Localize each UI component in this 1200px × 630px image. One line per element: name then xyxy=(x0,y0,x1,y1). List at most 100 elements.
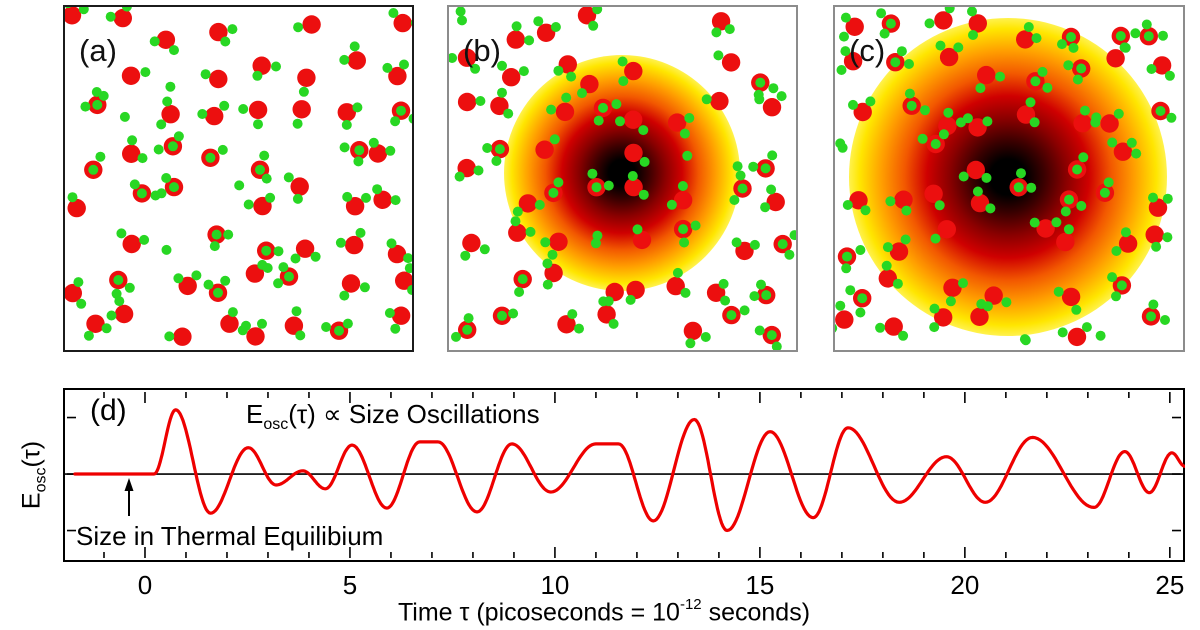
oxygen-atom xyxy=(1073,114,1092,133)
hydrogen-atom xyxy=(211,229,222,240)
hydrogen-atom xyxy=(213,287,223,298)
hydrogen-atom xyxy=(449,53,458,63)
oxygen-atom xyxy=(1016,105,1036,124)
hydrogen-atom xyxy=(840,46,851,57)
oxygen-atom xyxy=(113,8,132,28)
hydrogen-atom xyxy=(220,36,231,47)
oxygen-atom xyxy=(878,269,897,288)
hydrogen-atom xyxy=(169,182,179,193)
oxygen-atom xyxy=(939,47,959,67)
oxygen-atom xyxy=(246,327,265,346)
hydrogen-atom xyxy=(253,119,263,130)
hydrogen-atom xyxy=(385,145,396,156)
hydrogen-atom xyxy=(252,70,263,81)
oxygen-atom xyxy=(535,140,554,159)
hydrogen-atom xyxy=(590,238,601,249)
hydrogen-atom xyxy=(574,323,584,334)
hydrogen-atom xyxy=(896,46,907,57)
panel-label-d: (d) xyxy=(90,394,127,427)
hydrogen-atom xyxy=(243,199,254,210)
hydrogen-atom xyxy=(1020,335,1031,346)
hydrogen-atom xyxy=(840,12,851,23)
hydrogen-atom xyxy=(161,244,172,255)
hydrogen-atom xyxy=(1029,217,1040,228)
oxygen-atom xyxy=(341,274,361,293)
hydrogen-atom xyxy=(271,61,281,72)
hydrogen-atom xyxy=(457,15,467,26)
hydrogen-atom xyxy=(639,156,650,167)
oxygen-atom xyxy=(1118,234,1138,253)
oxygen-atom xyxy=(632,230,652,250)
oxygen-atom xyxy=(889,242,909,261)
hydrogen-atom xyxy=(1042,82,1053,93)
hydrogen-atom xyxy=(842,251,852,262)
hydrogen-atom xyxy=(349,41,360,52)
oxygen-atom xyxy=(683,321,703,341)
molecular-snapshot-panel-c: (c) xyxy=(833,5,1185,352)
hydrogen-atom xyxy=(1120,42,1131,53)
oxygen-atom xyxy=(518,194,538,213)
hydrogen-atom xyxy=(944,7,955,14)
hydrogen-atom xyxy=(139,234,150,245)
oxygen-atom xyxy=(977,65,996,85)
hydrogen-atom xyxy=(592,7,603,15)
hydrogen-atom xyxy=(390,195,401,206)
hydrogen-atom xyxy=(106,310,117,321)
hydrogen-atom xyxy=(900,234,911,245)
oxygen-atom xyxy=(284,316,304,335)
hydrogen-atom xyxy=(1076,63,1087,74)
oxygen-atom xyxy=(853,102,872,122)
hydrogen-atom xyxy=(1120,227,1131,238)
oxygen-atom xyxy=(290,177,309,196)
hydrogen-atom xyxy=(497,310,507,321)
oxygen-atom xyxy=(292,100,311,119)
hydrogen-atom xyxy=(223,229,234,240)
hydrogen-atom xyxy=(865,96,876,107)
hydrogen-atom xyxy=(1080,105,1090,116)
hydrogen-atom xyxy=(898,330,909,341)
oxygen-atom xyxy=(711,12,731,31)
hydrogen-atom xyxy=(1053,286,1064,297)
hydrogen-atom xyxy=(943,107,954,118)
oxygen-atom xyxy=(557,315,576,334)
hydrogen-atom xyxy=(359,282,370,293)
oxygen-atom xyxy=(884,317,903,336)
hydrogen-atom xyxy=(1091,112,1102,123)
oxygen-atom xyxy=(209,69,228,89)
hydrogen-atom xyxy=(1068,42,1079,53)
hydrogen-atom xyxy=(475,96,486,106)
hydrogen-atom xyxy=(1060,206,1071,217)
hydrogen-atom xyxy=(930,233,941,244)
hydrogen-atom xyxy=(1160,315,1170,325)
oxygen-atom xyxy=(934,11,953,30)
oxygen-atom xyxy=(161,105,180,124)
oxygen-atom xyxy=(937,220,956,239)
oxygen-atom xyxy=(536,23,556,42)
oxygen-atom xyxy=(544,263,563,283)
hydrogen-atom xyxy=(257,318,267,329)
x-tick-label: 15 xyxy=(745,570,775,600)
hydrogen-atom xyxy=(479,244,490,255)
hydrogen-atom xyxy=(841,263,852,274)
hydrogen-atom xyxy=(454,171,465,182)
x-tick-label: 25 xyxy=(1155,570,1185,600)
hydrogen-atom xyxy=(1037,66,1048,77)
hydrogen-atom xyxy=(611,99,622,110)
hydrogen-atom xyxy=(341,119,352,130)
oxygen-atom xyxy=(86,314,105,333)
hydrogen-atom xyxy=(953,42,964,53)
hydrogen-atom xyxy=(1151,241,1162,252)
hydrogen-atom xyxy=(760,202,771,213)
hydrogen-atom xyxy=(261,173,272,184)
oxygen-atom xyxy=(373,190,392,209)
hydrogen-atom xyxy=(156,119,167,130)
hydrogen-atom xyxy=(1030,76,1041,87)
oxygen-atom xyxy=(248,100,268,120)
hydrogen-atom xyxy=(906,100,917,111)
hydrogen-atom xyxy=(173,273,184,284)
hydrogen-atom xyxy=(598,102,608,113)
hydrogen-atom xyxy=(972,186,983,197)
hydrogen-atom xyxy=(78,7,89,15)
hydrogen-atom xyxy=(494,144,505,155)
oxygen-atom xyxy=(1067,327,1087,347)
